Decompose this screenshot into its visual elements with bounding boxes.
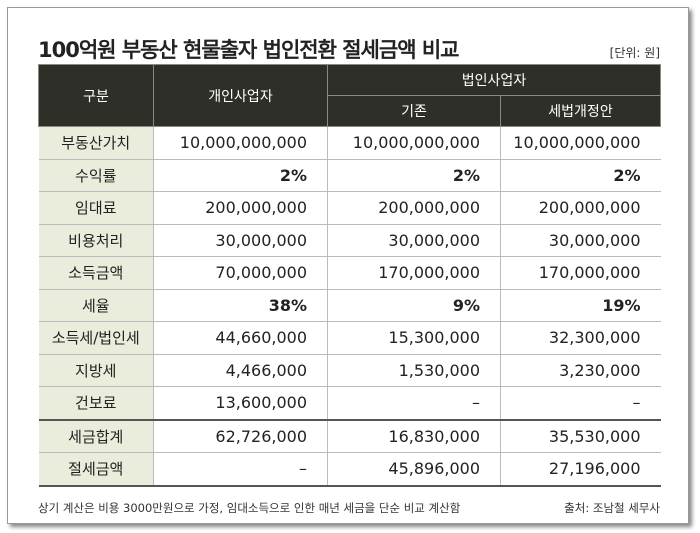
row-label: 소득금액 xyxy=(38,256,154,290)
row-label: 세율 xyxy=(38,289,154,322)
title: 100억원 부동산 현물출자 법인전환 절세금액 비교 xyxy=(38,38,459,62)
row-label: 부동산가치 xyxy=(38,126,154,160)
cell: 10,000,000,000 xyxy=(327,126,501,160)
table-row: 세금합계 62,726,000 16,830,000 35,530,000 xyxy=(38,418,661,453)
row-label: 세금합계 xyxy=(38,418,154,453)
column-header: 세법개정안 xyxy=(500,95,661,127)
table-row: 수익률 2% 2% 2% xyxy=(38,159,661,192)
cell: 70,000,000 xyxy=(153,256,328,290)
unit: [단위: 원] xyxy=(609,46,660,60)
cell: 35,530,000 xyxy=(500,418,661,453)
column-header: 기존 xyxy=(327,95,501,127)
cell: 2% xyxy=(327,159,501,192)
cell: 45,896,000 xyxy=(327,452,501,487)
row-label: 절세금액 xyxy=(38,452,154,487)
column-header: 구분 xyxy=(38,64,154,127)
row-label: 지방세 xyxy=(38,354,154,387)
cell: 16,830,000 xyxy=(327,418,501,453)
cell: 30,000,000 xyxy=(153,224,328,257)
cell: 4,466,000 xyxy=(153,354,328,387)
cell: 170,000,000 xyxy=(327,256,501,290)
table: 구분 개인사업자 법인사업자 기존 세법개정안 부동산가치 10,000,000,… xyxy=(38,64,661,487)
cell: 170,000,000 xyxy=(500,256,661,290)
column-header: 법인사업자 xyxy=(327,64,661,96)
row-label: 건보료 xyxy=(38,386,154,420)
cell: 19% xyxy=(500,289,661,322)
frame: 100억원 부동산 현물출자 법인전환 절세금액 비교 [단위: 원] 구분 개… xyxy=(7,7,689,524)
table-row: 부동산가치 10,000,000,000 10,000,000,000 10,000,… xyxy=(38,126,661,160)
row-label: 수익률 xyxy=(38,159,154,192)
table-row: 소득세/법인세 44,660,000 15,300,000 32,300,000 xyxy=(38,321,661,355)
table-row: 소득금액 70,000,000 170,000,000 170,000,000 xyxy=(38,256,661,290)
cell: 1,530,000 xyxy=(327,354,501,387)
table-row: 지방세 4,466,000 1,530,000 3,230,000 xyxy=(38,354,661,387)
row-label: 임대료 xyxy=(38,191,154,225)
cell: 200,000,000 xyxy=(500,191,661,225)
cell: 200,000,000 xyxy=(327,191,501,225)
cell: 3,230,000 xyxy=(500,354,661,387)
cell: 10,000,000,000 xyxy=(153,126,328,160)
cell: 44,660,000 xyxy=(153,321,328,355)
source: 출처: 조남철 세무사 xyxy=(564,501,660,515)
cell: 9% xyxy=(327,289,501,322)
cell: 32,300,000 xyxy=(500,321,661,355)
cell: – xyxy=(153,452,328,487)
row-label: 소득세/법인세 xyxy=(38,321,154,355)
cell: – xyxy=(327,386,501,420)
cell: 30,000,000 xyxy=(500,224,661,257)
cell: 15,300,000 xyxy=(327,321,501,355)
cell: 200,000,000 xyxy=(153,191,328,225)
table-row: 절세금액 –45,896,000 27,196,000 xyxy=(38,452,661,487)
cell: 30,000,000 xyxy=(327,224,501,257)
row-label: 비용처리 xyxy=(38,224,154,257)
table-row: 비용처리 30,000,000 30,000,000 30,000,000 xyxy=(38,224,661,257)
cell: 38% xyxy=(153,289,328,322)
footnote: 상기 계산은 비용 3000만원으로 가정, 임대소득으로 인한 매년 세금을 … xyxy=(38,501,461,515)
table-row: 임대료 200,000,000 200,000,000 200,000,000 xyxy=(38,191,661,225)
column-header: 개인사업자 xyxy=(153,64,328,127)
cell: 10,000,000,000 xyxy=(500,126,661,160)
cell: 62,726,000 xyxy=(153,418,328,453)
table-row: 세율 38% 9% 19% xyxy=(38,289,661,322)
table-row: 건보료 13,600,000– – xyxy=(38,386,661,420)
cell: 13,600,000 xyxy=(153,386,328,420)
cell: 2% xyxy=(500,159,661,192)
cell: 27,196,000 xyxy=(500,452,661,487)
cell: 2% xyxy=(153,159,328,192)
cell: – xyxy=(500,386,661,420)
table-body: 부동산가치 10,000,000,000 10,000,000,000 10,000,… xyxy=(38,126,661,487)
